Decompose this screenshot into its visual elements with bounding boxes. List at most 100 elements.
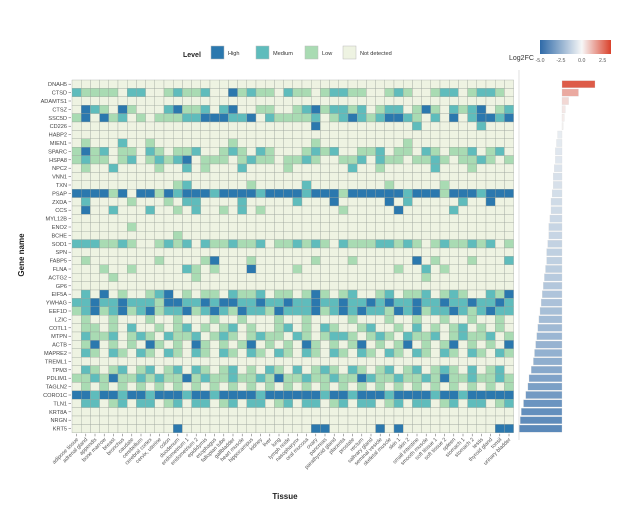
- heatmap-cell: [182, 214, 192, 223]
- heatmap-cell: [403, 113, 413, 123]
- heatmap-cell: [449, 189, 459, 198]
- heatmap-cell: [495, 197, 505, 207]
- heatmap-cell: [338, 365, 349, 375]
- heatmap-cell: [117, 289, 128, 299]
- heatmap-cell: [412, 390, 422, 400]
- heatmap-cell: [173, 180, 183, 190]
- heatmap-cell: [228, 390, 238, 400]
- heatmap-cell: [347, 105, 358, 114]
- heatmap-cell: [209, 399, 220, 408]
- heatmap-cell: [301, 88, 312, 97]
- heatmap-cell: [99, 298, 109, 307]
- heatmap-cell: [347, 382, 358, 391]
- heatmap-cell: [347, 415, 358, 425]
- heatmap-cell: [274, 247, 284, 257]
- heatmap-cell: [145, 180, 155, 190]
- heatmap-cell: [311, 96, 321, 106]
- heatmap-cell: [467, 163, 477, 173]
- heatmap-cell: [301, 172, 312, 181]
- heatmap-cell: [357, 340, 367, 349]
- heatmap-cell: [412, 155, 422, 165]
- heatmap-cell: [237, 281, 247, 291]
- heatmap-cell: [127, 231, 137, 240]
- heatmap-cell: [458, 399, 468, 408]
- heatmap-cell: [458, 222, 468, 232]
- heatmap-cell: [393, 247, 404, 257]
- heatmap-cell: [191, 155, 201, 165]
- heatmap-cell: [219, 205, 229, 215]
- heatmap-cell: [173, 331, 183, 341]
- heatmap-cell: [209, 214, 220, 223]
- heatmap-cell: [476, 399, 487, 408]
- heatmap-cell: [476, 96, 487, 106]
- heatmap-cell: [458, 172, 468, 181]
- heatmap-cell: [154, 205, 165, 215]
- heatmap-cell: [81, 180, 91, 190]
- heatmap-cell: [347, 399, 358, 408]
- heatmap-cell: [237, 306, 247, 316]
- heatmap-cell: [449, 105, 459, 114]
- heatmap-cell: [90, 424, 100, 433]
- gene-label: SSC5D: [48, 116, 67, 122]
- heatmap-cell: [108, 172, 119, 181]
- heatmap-cell: [154, 357, 165, 366]
- heatmap-cell: [200, 96, 211, 106]
- heatmap-cell: [347, 231, 358, 240]
- heatmap-cell: [182, 138, 192, 148]
- heatmap-cell: [329, 239, 339, 249]
- heatmap-cell: [200, 323, 211, 333]
- heatmap-cell: [458, 256, 468, 265]
- gene-label: ZXDA: [52, 200, 67, 206]
- heatmap-cell: [476, 315, 487, 324]
- heatmap-cell: [449, 96, 459, 106]
- heatmap-cell: [173, 289, 183, 299]
- heatmap-cell: [476, 331, 487, 341]
- heatmap-cell: [265, 365, 275, 375]
- heatmap-cell: [439, 415, 450, 425]
- heatmap-cell: [412, 214, 422, 223]
- heatmap-cell: [154, 113, 165, 123]
- heatmap-cell: [246, 163, 257, 173]
- heatmap-cell: [458, 365, 468, 375]
- heatmap-cell: [421, 79, 431, 89]
- heatmap-cell: [449, 390, 459, 400]
- heatmap-cell: [154, 373, 165, 383]
- heatmap-cell: [173, 163, 183, 173]
- heatmap-cell: [495, 79, 505, 89]
- heatmap-cell: [209, 88, 220, 97]
- heatmap-cell: [154, 382, 165, 391]
- heatmap-cell: [439, 155, 450, 165]
- heatmap-cell: [173, 390, 183, 400]
- heatmap-cell: [504, 79, 514, 89]
- log2fc-bar: [542, 290, 563, 298]
- heatmap-cell: [301, 96, 312, 106]
- heatmap-cell: [71, 382, 82, 391]
- heatmap-cell: [255, 348, 266, 358]
- heatmap-cell: [163, 130, 174, 139]
- heatmap-cell: [255, 113, 266, 123]
- heatmap-cell: [485, 197, 496, 207]
- heatmap-cell: [412, 289, 422, 299]
- heatmap-cell: [246, 424, 257, 433]
- heatmap-cell: [99, 365, 109, 375]
- heatmap-cell: [329, 382, 339, 391]
- heatmap-cell: [163, 399, 174, 408]
- heatmap-cell: [265, 323, 275, 333]
- heatmap-cell: [265, 88, 275, 97]
- heatmap-cell: [366, 323, 376, 333]
- heatmap-cell: [117, 306, 128, 316]
- heatmap-cell: [90, 365, 100, 375]
- heatmap-cell: [412, 222, 422, 232]
- heatmap-cell: [375, 113, 385, 123]
- heatmap-cell: [292, 323, 303, 333]
- heatmap-cell: [467, 121, 477, 131]
- heatmap-cell: [191, 415, 201, 425]
- heatmap-cell: [430, 247, 441, 257]
- heatmap-cell: [366, 298, 376, 307]
- heatmap-cell: [375, 256, 385, 265]
- heatmap-cell: [71, 407, 82, 417]
- heatmap-cell: [191, 373, 201, 383]
- heatmap-cell: [439, 390, 450, 400]
- log2fc-bar: [561, 122, 564, 130]
- heatmap-cell: [117, 88, 128, 97]
